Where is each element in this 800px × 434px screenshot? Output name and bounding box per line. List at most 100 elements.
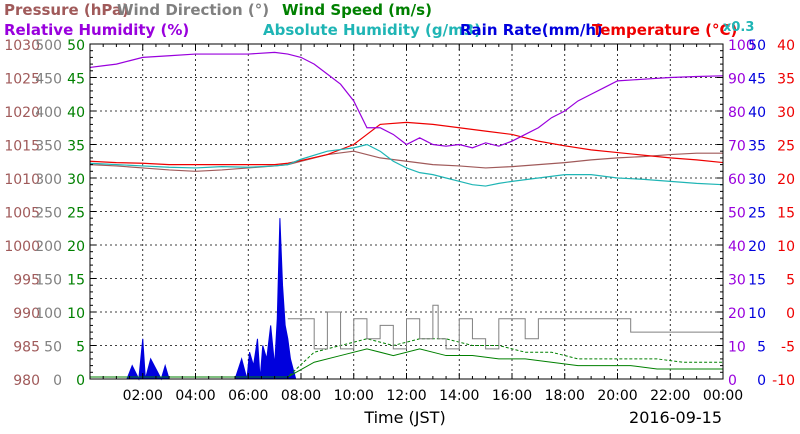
y-tick-label-pressure: 1000 [4, 239, 40, 255]
y-tick-label-rh: 30 [728, 273, 746, 289]
legend-item-ah_scale: x0.3 [723, 20, 754, 35]
series-pressure-pressure [89, 150, 723, 172]
y-tick-label-rain: 50 [748, 38, 766, 54]
y-tick-label-temp: 15 [777, 206, 795, 222]
y-tick-label-wind_dir: 100 [35, 306, 62, 322]
y-tick-label-rh: 60 [728, 172, 746, 188]
y-tick-label-rain: 15 [748, 273, 766, 289]
y-tick-label-rain: 40 [748, 105, 766, 121]
y-tick-label-wind_dir: 300 [35, 172, 62, 188]
y-tick-label-temp: 0 [786, 306, 795, 322]
y-tick-label-rain: 35 [748, 139, 766, 155]
y-tick-label-temp: 40 [777, 38, 795, 54]
x-tick-label: 10:00 [334, 388, 374, 404]
y-tick-label-wind_dir: 50 [44, 340, 62, 356]
x-tick-label: 22:00 [650, 388, 690, 404]
y-tick-label-wind_speed: 35 [67, 139, 85, 155]
grid [90, 44, 723, 379]
x-tick-label: 20:00 [597, 388, 637, 404]
y-tick-label-rain: 30 [748, 172, 766, 188]
y-tick-label-rh: 70 [728, 139, 746, 155]
x-tick-label: 02:00 [123, 388, 163, 404]
legend-item-wind_speed: Wind Speed (m/s) [282, 1, 432, 19]
x-tick-label: 06:00 [228, 388, 268, 404]
legend-item-temp: Temperature (°C) [592, 21, 737, 39]
y-tick-label-rh: 90 [728, 72, 746, 88]
legend: Pressure (hPa)Wind Direction (°) Wind Spe… [4, 1, 754, 39]
y-tick-label-rh: 100 [728, 38, 755, 54]
y-tick-label-wind_speed: 40 [67, 105, 85, 121]
y-tick-label-pressure: 1025 [4, 72, 40, 88]
y-tick-label-rh: 40 [728, 239, 746, 255]
y-tick-label-rain: 10 [748, 306, 766, 322]
y-tick-label-wind_speed: 25 [67, 206, 85, 222]
y-tick-label-wind_dir: 400 [35, 105, 62, 121]
y-tick-label-wind_speed: 5 [76, 340, 85, 356]
y-tick-label-rh: 20 [728, 306, 746, 322]
x-tick-label: 04:00 [175, 388, 215, 404]
legend-item-pressure: Pressure (hPa) [4, 1, 129, 19]
y-tick-label-pressure: 1030 [4, 38, 40, 54]
x-tick-label: 18:00 [545, 388, 585, 404]
y-tick-label-pressure: 1020 [4, 105, 40, 121]
y-tick-label-pressure: 1005 [4, 206, 40, 222]
series-temp-temperature [89, 121, 724, 166]
y-tick-label-rh: 80 [728, 105, 746, 121]
y-tick-label-rain: 20 [748, 239, 766, 255]
y-tick-label-pressure: 995 [13, 273, 40, 289]
y-tick-label-pressure: 1015 [4, 139, 40, 155]
y-tick-label-rh: 0 [728, 373, 737, 389]
y-tick-label-pressure: 1010 [4, 172, 40, 188]
y-tick-label-rh: 10 [728, 340, 746, 356]
series-wind-direction [287, 304, 723, 350]
series-wind-speed [90, 348, 723, 378]
y-tick-label-wind_dir: 0 [53, 373, 62, 389]
y-tick-label-wind_speed: 0 [76, 373, 85, 389]
y-tick-label-rh: 50 [728, 206, 746, 222]
y-tick-label-pressure: 980 [13, 373, 40, 389]
y-tick-label-temp: 20 [777, 172, 795, 188]
x-tick-label: 00:00 [703, 388, 743, 404]
y-tick-label-temp: 25 [777, 139, 795, 155]
y-tick-label-wind_speed: 45 [67, 72, 85, 88]
x-tick-label: 14:00 [439, 388, 479, 404]
y-tick-label-wind_speed: 30 [67, 172, 85, 188]
y-tick-label-temp: 10 [777, 239, 795, 255]
legend-item-wind_dir: Wind Direction (°) [117, 1, 269, 19]
y-tick-label-temp: -5 [781, 340, 795, 356]
legend-item-rain: Rain Rate(mm/h) [460, 21, 603, 39]
y-tick-label-wind_speed: 50 [67, 38, 85, 54]
y-tick-label-wind_dir: 450 [35, 72, 62, 88]
y-tick-label-wind_dir: 150 [35, 273, 62, 289]
axes: 1030102510201015101010051000995990985980… [4, 38, 795, 404]
plot-series [89, 51, 724, 381]
legend-item-rh: Relative Humidity (%) [4, 21, 189, 39]
legend-item-ah: Absolute Humidity (g/m3) [263, 21, 481, 39]
y-tick-label-pressure: 990 [13, 306, 40, 322]
series-temp-absolute [89, 143, 724, 187]
y-tick-label-temp: 30 [777, 105, 795, 121]
y-tick-label-rain: 5 [757, 340, 766, 356]
date-label: 2016-09-15 [629, 408, 722, 427]
y-tick-label-wind_dir: 500 [35, 38, 62, 54]
y-tick-label-wind_dir: 200 [35, 239, 62, 255]
y-tick-label-pressure: 985 [13, 340, 40, 356]
y-tick-label-wind_speed: 15 [67, 273, 85, 289]
series-rh-relative [89, 51, 724, 149]
y-tick-label-wind_speed: 20 [67, 239, 85, 255]
y-tick-label-rain: 0 [757, 373, 766, 389]
y-tick-label-temp: 5 [786, 273, 795, 289]
y-tick-label-wind_dir: 250 [35, 206, 62, 222]
series-rain-area [126, 218, 297, 381]
y-tick-label-temp: 35 [777, 72, 795, 88]
x-tick-label: 08:00 [281, 388, 321, 404]
x-axis-label: Time (JST) [363, 408, 445, 427]
y-tick-label-rain: 45 [748, 72, 766, 88]
y-tick-label-wind_speed: 10 [67, 306, 85, 322]
y-tick-label-wind_dir: 350 [35, 139, 62, 155]
x-tick-label: 12:00 [386, 388, 426, 404]
x-tick-label: 16:00 [492, 388, 532, 404]
y-tick-label-rain: 25 [748, 206, 766, 222]
y-tick-label-temp: -10 [772, 373, 795, 389]
